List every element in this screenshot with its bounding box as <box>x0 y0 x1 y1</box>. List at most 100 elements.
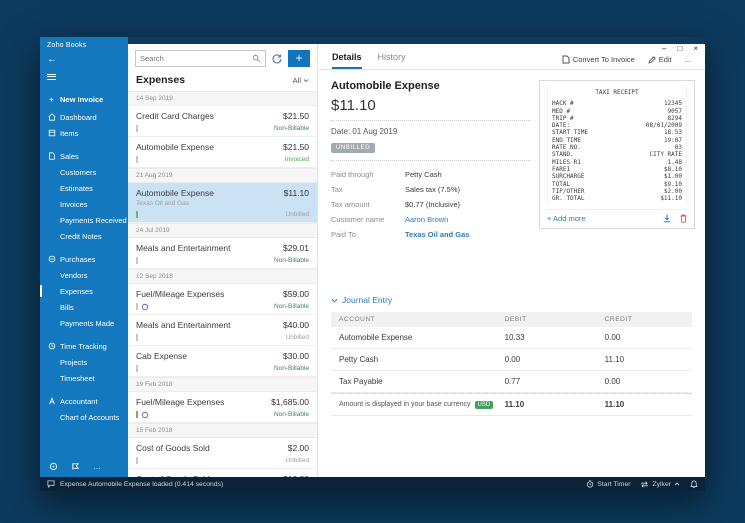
close-button[interactable]: × <box>693 44 698 53</box>
sidebar-item-payments-received[interactable]: Payments Received <box>60 215 127 225</box>
expense-date: Date: 01 Aug 2019 <box>331 127 398 136</box>
sidebar-nav: + New Invoice Dashboard Items Sales Cust… <box>40 87 128 425</box>
status-label: Non-Billable <box>273 257 309 264</box>
more-actions-button[interactable]: ... <box>684 55 691 64</box>
status-label: Unbilled <box>285 211 310 218</box>
sidebar-section-purchases[interactable]: Purchases <box>40 251 128 267</box>
feedback-icon[interactable] <box>71 462 80 471</box>
sidebar: Zoho Books ← + New Invoice Dashboard Ite… <box>40 37 128 477</box>
status-bar: Expense Automobile Expense loaded (0.414… <box>40 477 705 491</box>
hamburger-menu-icon[interactable] <box>40 68 128 83</box>
status-label: Unbilled <box>285 334 310 341</box>
sidebar-item-items[interactable]: Items <box>40 125 128 141</box>
clock-icon <box>47 342 56 351</box>
back-arrow-icon[interactable]: ← <box>47 54 57 65</box>
add-more-link[interactable]: + Add more <box>547 214 586 224</box>
field-label: Paid through <box>331 170 374 179</box>
list-item-selected[interactable]: Automobile Expense $11.10 Texas Oil and G… <box>128 183 317 223</box>
list-item[interactable]: Credit Card Charges $21.50 Non-Billable <box>128 106 317 137</box>
journal-entry-section: Journal Entry ACCOUNT DEBIT CREDIT Automob… <box>331 295 692 416</box>
sidebar-section-accountant[interactable]: Accountant <box>40 393 128 409</box>
download-icon[interactable] <box>663 214 671 223</box>
sales-icon <box>47 152 56 161</box>
edit-button[interactable]: Edit <box>648 55 672 64</box>
list-item[interactable]: Cost of Goods Sold$10.00 Non-Billable <box>128 469 317 477</box>
sidebar-item-customers[interactable]: Customers <box>60 167 97 177</box>
sidebar-item-invoices[interactable]: Invoices <box>60 199 88 209</box>
tab-details[interactable]: Details <box>332 52 362 69</box>
sidebar-item-dashboard[interactable]: Dashboard <box>40 109 128 125</box>
minimize-button[interactable]: – <box>662 44 667 53</box>
list-filter-dropdown[interactable]: All <box>293 76 309 85</box>
start-timer-button[interactable]: Start Timer <box>586 480 630 488</box>
status-label: Non-Billable <box>273 303 309 310</box>
add-expense-button[interactable]: + <box>288 50 310 67</box>
sidebar-item-new-invoice[interactable]: + New Invoice <box>40 91 128 107</box>
attachment-indicator <box>136 457 138 464</box>
field-value: Sales tax (7.5%) <box>405 185 461 194</box>
field-label: Tax amount <box>331 200 370 209</box>
sidebar-item-chart-of-accounts[interactable]: Chart of Accounts <box>60 412 120 422</box>
expense-list[interactable]: 14 Sep 2019 Credit Card Charges $21.50 No… <box>128 91 317 477</box>
status-label: Unbilled <box>285 457 310 464</box>
expense-list-panel: + Expenses All 14 Sep 2019 Credit Card C… <box>128 44 318 477</box>
attachment-indicator <box>136 125 138 132</box>
customer-link[interactable]: Aaron Brown <box>405 215 449 224</box>
delete-icon[interactable] <box>680 214 687 224</box>
sidebar-section-time-tracking[interactable]: Time Tracking <box>40 338 128 354</box>
status-message: Expense Automobile Expense loaded (0.414… <box>60 480 224 488</box>
home-icon <box>47 113 56 122</box>
billable-indicator <box>136 211 138 218</box>
sidebar-item-expenses[interactable]: Expenses <box>40 283 128 299</box>
sidebar-item-credit-notes[interactable]: Credit Notes <box>60 231 102 241</box>
journal-row: Automobile Expense 10.33 0.00 <box>331 327 692 349</box>
org-switcher[interactable]: Zylker <box>640 481 680 488</box>
recurring-icon <box>141 411 149 419</box>
field-value: $0.77 (Inclusive) <box>405 200 461 209</box>
list-title: Expenses <box>136 74 186 86</box>
journal-table: ACCOUNT DEBIT CREDIT Automobile Expense 10.… <box>331 312 692 416</box>
sidebar-item-vendors[interactable]: Vendors <box>60 270 88 280</box>
vendor-link[interactable]: Texas Oil and Gas <box>405 230 470 239</box>
list-item[interactable]: Cab Expense $30.00 Non-Billable <box>128 346 317 377</box>
notifications-bell-icon[interactable] <box>690 480 698 489</box>
journal-entry-toggle[interactable]: Journal Entry <box>331 295 692 305</box>
list-item[interactable]: Cost of Goods Sold $2.00 Unbilled <box>128 438 317 469</box>
chevron-up-icon <box>674 482 680 486</box>
list-item[interactable]: Fuel/Mileage Expenses $1,685.00 Non-Billa… <box>128 392 317 423</box>
app-title: Zoho Books <box>47 42 87 49</box>
status-label: Non-Billable <box>273 125 309 132</box>
attachment-indicator <box>136 334 138 341</box>
chevron-down-icon <box>331 298 338 303</box>
expense-title: Automobile Expense <box>331 80 440 92</box>
search-input-wrapper <box>135 50 266 67</box>
switch-org-icon <box>640 480 649 488</box>
maximize-button[interactable]: □ <box>677 44 683 53</box>
journal-table-header: ACCOUNT DEBIT CREDIT <box>331 312 692 327</box>
tab-history[interactable]: History <box>377 52 406 62</box>
sidebar-item-estimates[interactable]: Estimates <box>60 183 93 193</box>
sidebar-item-bills[interactable]: Bills <box>60 302 74 312</box>
date-group-header: 24 Jul 2019 <box>128 223 317 238</box>
recurring-icon <box>141 303 149 311</box>
receipt-attachment[interactable]: TAXI RECEIPT HACK #12345 MED #9057 TRIP … <box>539 80 695 230</box>
field-label: Paid To <box>331 230 356 239</box>
settings-icon[interactable] <box>49 462 58 471</box>
list-item[interactable]: Automobile Expense $21.50 Invoiced <box>128 137 317 168</box>
more-icon[interactable]: … <box>93 462 101 471</box>
list-item[interactable]: Meals and Entertainment $40.00 Unbilled <box>128 315 317 346</box>
sidebar-section-sales[interactable]: Sales <box>40 148 128 164</box>
list-item[interactable]: Meals and Entertainment $29.01 Non-Billab… <box>128 238 317 269</box>
search-input[interactable] <box>140 54 252 63</box>
plus-icon: + <box>49 94 54 104</box>
app-window: Zoho Books ← + New Invoice Dashboard Ite… <box>40 37 705 491</box>
attachment-indicator <box>136 365 138 372</box>
sidebar-item-timesheet[interactable]: Timesheet <box>60 373 95 383</box>
window-titlebar <box>128 37 705 44</box>
list-item[interactable]: Fuel/Mileage Expenses $59.00 Non-Billable <box>128 284 317 315</box>
sidebar-item-payments-made[interactable]: Payments Made <box>60 318 115 328</box>
sidebar-item-projects[interactable]: Projects <box>60 357 88 367</box>
vendor-subtitle: Texas Oil and Gas <box>136 200 190 207</box>
convert-to-invoice-button[interactable]: Convert To Invoice <box>562 55 635 64</box>
refresh-icon[interactable] <box>271 53 283 65</box>
